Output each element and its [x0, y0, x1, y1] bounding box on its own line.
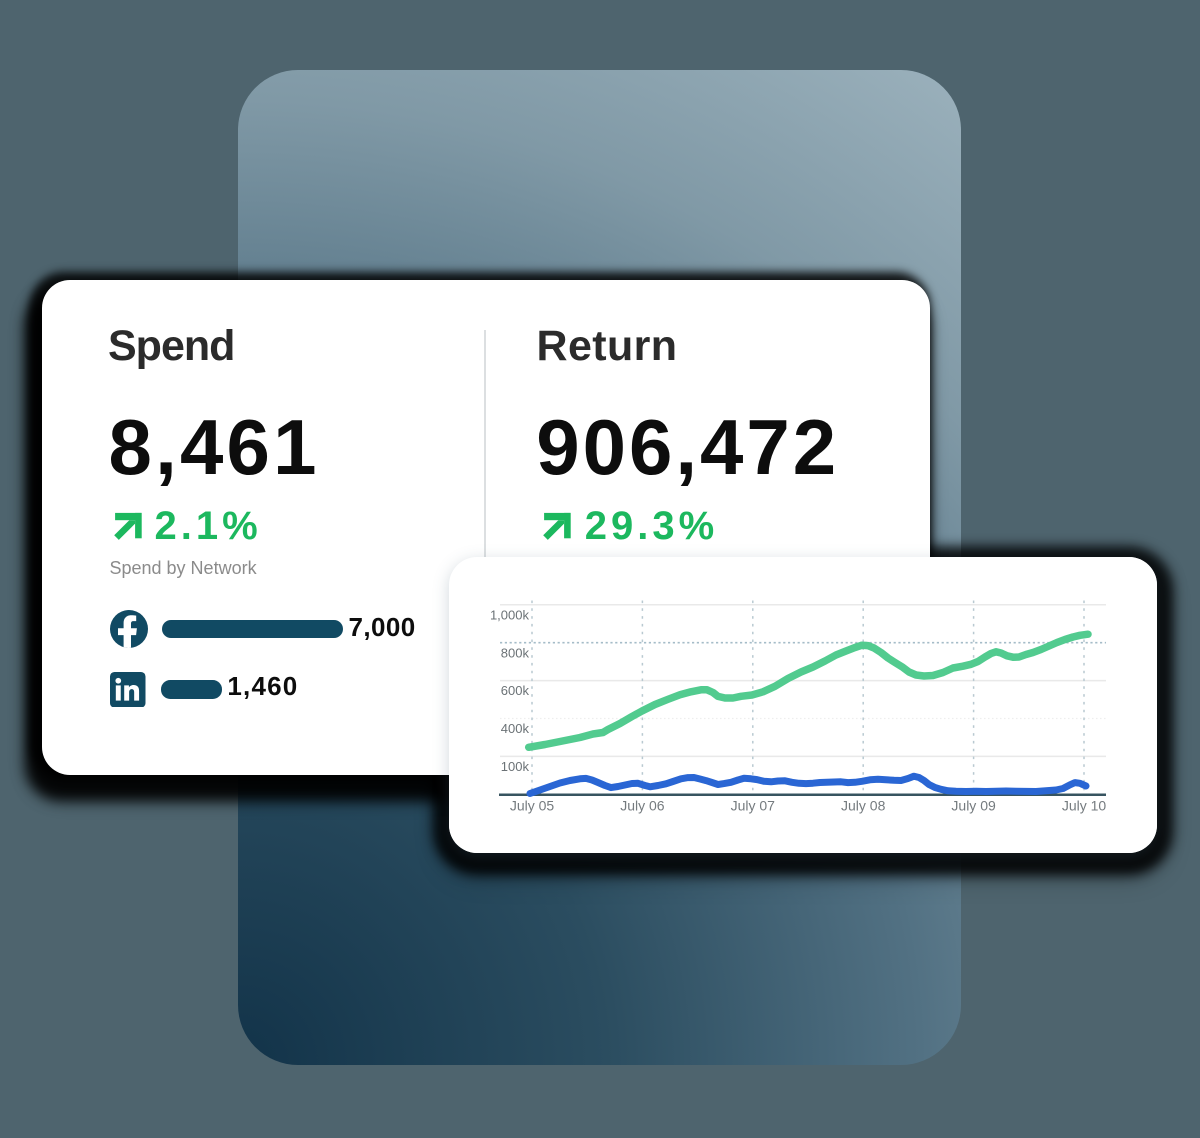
svg-text:800k: 800k	[501, 645, 530, 660]
svg-text:July 06: July 06	[620, 798, 665, 814]
svg-text:July 09: July 09	[951, 798, 996, 814]
svg-text:600k: 600k	[501, 683, 530, 698]
svg-text:100k: 100k	[501, 759, 530, 774]
svg-text:July 08: July 08	[841, 798, 886, 814]
svg-text:July 10: July 10	[1062, 798, 1107, 814]
svg-text:400k: 400k	[501, 721, 530, 736]
svg-text:July 05: July 05	[510, 798, 555, 814]
svg-text:July 07: July 07	[731, 798, 776, 814]
svg-text:1,000k: 1,000k	[490, 608, 530, 623]
